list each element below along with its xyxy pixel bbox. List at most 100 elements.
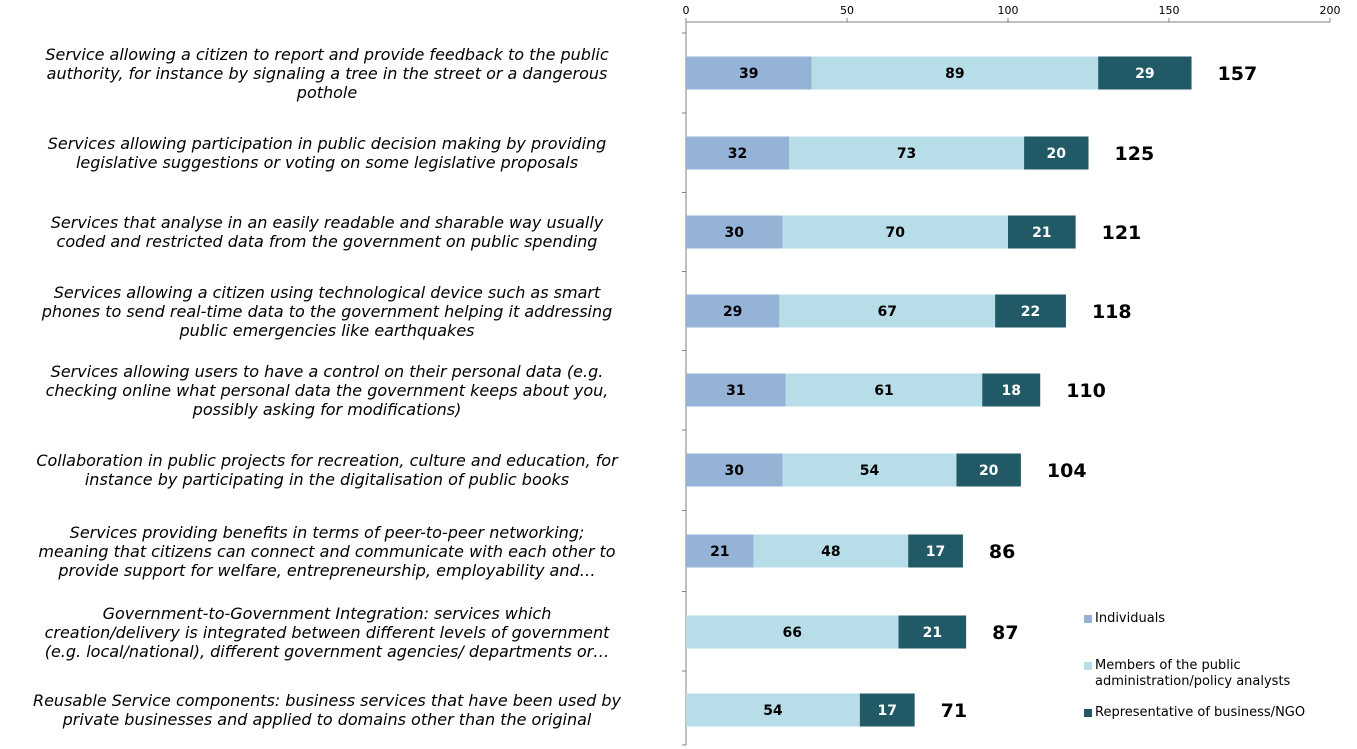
bar-segment [686, 453, 783, 487]
data-label: 22 [1021, 304, 1040, 320]
data-label: 30 [725, 225, 745, 241]
data-label: 20 [1047, 146, 1067, 162]
bar-segment [686, 294, 780, 328]
data-label: 67 [878, 304, 897, 320]
data-label: 20 [979, 463, 999, 479]
data-label: 21 [1032, 225, 1051, 241]
bar-segment [686, 215, 783, 249]
data-label: 29 [1135, 66, 1154, 82]
data-label: 17 [878, 703, 897, 719]
category-label: Reusable Service components: business se… [0, 691, 672, 729]
data-label: 54 [763, 703, 783, 719]
total-label: 157 [1218, 63, 1258, 85]
category-label-line: Services providing benefits in terms of … [69, 522, 585, 542]
category-label: Services allowing users to have a contro… [0, 362, 672, 419]
category-label: Collaboration in public projects for rec… [0, 451, 672, 489]
data-label: 70 [886, 225, 906, 241]
category-label: Government-to-Government Integration: se… [0, 604, 672, 661]
bar-segment [908, 534, 963, 568]
x-tick-label: 150 [1159, 4, 1180, 17]
bar-segment [686, 615, 899, 649]
total-label: 86 [989, 541, 1015, 563]
legend-item: Representative of business/NGO [1084, 705, 1345, 721]
category-label-line: provide support for welfare, entrepreneu… [58, 560, 596, 580]
data-label: 48 [821, 544, 840, 560]
total-label: 125 [1115, 143, 1155, 165]
legend-label: Representative of business/NGO [1095, 705, 1306, 720]
data-label: 61 [874, 383, 893, 399]
bar-segment [782, 453, 957, 487]
category-label: Service allowing a citizen to report and… [0, 45, 672, 102]
category-label-line: Collaboration in public projects for rec… [36, 451, 618, 470]
bar-segment [898, 615, 967, 649]
data-label: 30 [725, 463, 745, 479]
bar-segment [789, 136, 1025, 170]
category-label-line: public emergencies like earthquakes [179, 320, 475, 340]
legend-swatch [1084, 709, 1092, 717]
category-label-line: creation/delivery is integrated between … [44, 622, 610, 642]
legend-item: Members of the public administration/poli… [1084, 658, 1345, 690]
data-label: 21 [923, 625, 942, 641]
category-label-line: meaning that citizens can connect and co… [38, 541, 616, 561]
data-label: 21 [710, 544, 729, 560]
total-label: 121 [1102, 222, 1142, 244]
category-label-line: possibly asking for modifications) [192, 399, 462, 419]
bar-segment [686, 693, 860, 727]
bar-segment [686, 373, 786, 407]
x-tick-label: 100 [998, 4, 1019, 17]
data-label: 17 [926, 544, 945, 560]
category-label: Services providing benefits in terms of … [0, 523, 672, 580]
category-label-line: Services allowing a citizen using techno… [53, 282, 601, 302]
bar-segment [686, 136, 790, 170]
data-label: 66 [783, 625, 802, 641]
category-label-line: Services allowing users to have a contro… [50, 361, 604, 381]
legend-label: administration/policy analysts [1095, 674, 1291, 689]
category-label-line: coded and restricted data from the gover… [56, 232, 598, 251]
x-tick-label: 200 [1320, 4, 1341, 17]
category-label-line: pothole [296, 82, 358, 102]
category-label-line: instance by participating in the digital… [84, 470, 570, 489]
data-label: 31 [726, 383, 745, 399]
category-label: Services that analyse in an easily reada… [0, 213, 672, 251]
x-tick-label: 0 [683, 4, 690, 17]
legend-swatch [1084, 662, 1092, 670]
bar-segment [1024, 136, 1089, 170]
category-label-line: authority, for instance by signaling a t… [46, 63, 608, 83]
total-label: 110 [1066, 380, 1106, 402]
category-label-line: phones to send real-time data to the gov… [41, 301, 613, 321]
data-label: 54 [860, 463, 880, 479]
category-label: Services allowing a citizen using techno… [0, 283, 672, 340]
legend-swatch [1084, 615, 1092, 623]
category-label-line: Services allowing participation in publi… [47, 134, 607, 153]
category-label-line: Reusable Service components: business se… [32, 691, 622, 710]
bar-segment [982, 373, 1041, 407]
bar-segment [686, 534, 754, 568]
data-label: 89 [945, 66, 964, 82]
category-label-line: (e.g. local/national), different governm… [44, 641, 610, 661]
category-label-line: Government-to-Government Integration: se… [102, 603, 552, 623]
bar-segment [811, 56, 1099, 90]
data-label: 29 [723, 304, 742, 320]
bar-segment [785, 373, 983, 407]
data-label: 39 [739, 66, 758, 82]
category-label-line: legislative suggestions or voting on som… [75, 153, 579, 172]
legend-item: Individuals [1084, 611, 1345, 627]
legend-label: Members of the public [1095, 658, 1241, 673]
data-label: 73 [897, 146, 916, 162]
total-label: 104 [1047, 460, 1087, 482]
total-label: 87 [992, 622, 1018, 644]
category-label-line: private businesses and applied to domain… [62, 710, 592, 729]
bar-segment [686, 56, 812, 90]
bar-segment [1098, 56, 1192, 90]
bar-segment [779, 294, 996, 328]
data-label: 18 [1001, 383, 1020, 399]
bar-segment [782, 215, 1008, 249]
category-label-line: Service allowing a citizen to report and… [45, 44, 609, 64]
total-label: 71 [941, 700, 967, 722]
category-label: Services allowing participation in publi… [0, 134, 672, 172]
bar-segment [859, 693, 915, 727]
data-label: 32 [728, 146, 747, 162]
category-label-line: Services that analyse in an easily reada… [50, 213, 604, 232]
bar-segment [753, 534, 909, 568]
